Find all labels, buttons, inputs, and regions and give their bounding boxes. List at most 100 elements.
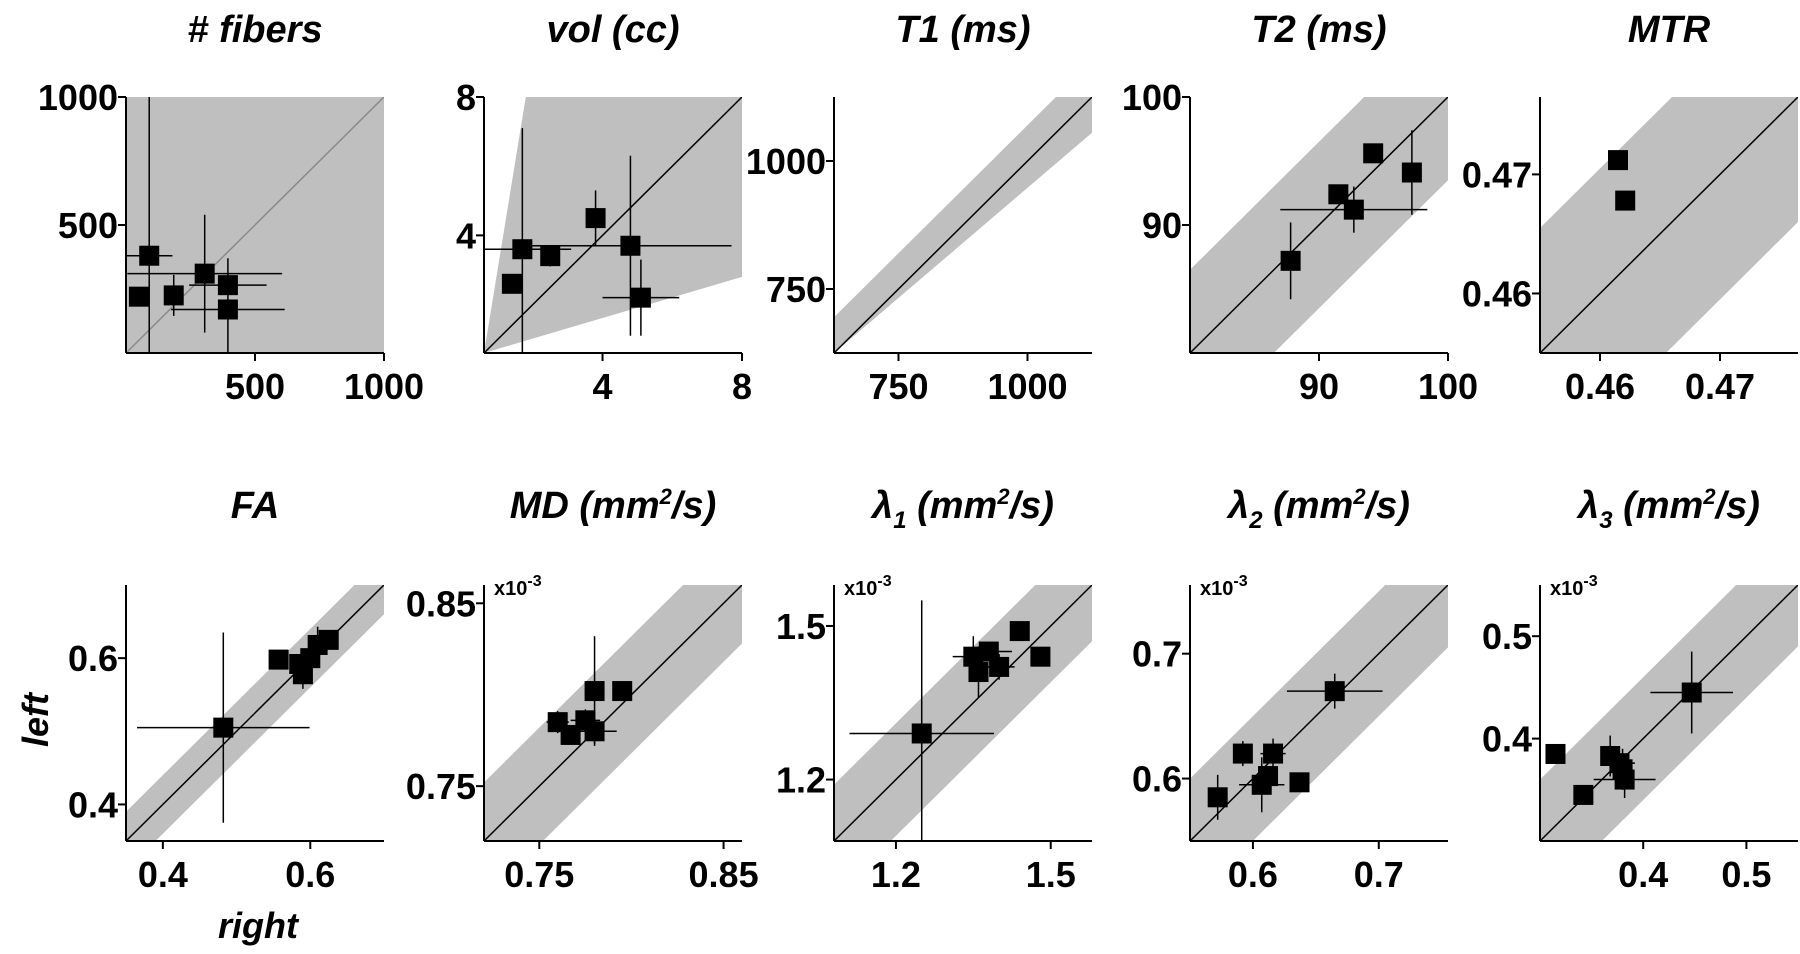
data-point (1401, 162, 1422, 183)
y-tick-label: 1000 (38, 77, 118, 118)
data-point (501, 273, 522, 294)
data-point (1263, 743, 1284, 764)
y-tick-label: 100 (1122, 77, 1182, 118)
data-point (1615, 190, 1636, 211)
data-point (1207, 787, 1228, 808)
title-part: # fibers (187, 9, 322, 51)
x-tick-label: 8 (732, 366, 752, 407)
chart-title: MTR (1628, 9, 1711, 51)
x-tick-label: 1.5 (1026, 854, 1076, 895)
title-part: 3 (1599, 507, 1613, 534)
data-point (585, 208, 606, 229)
x-tick-label: 0.7 (1354, 854, 1404, 895)
x-tick-label: 0.6 (285, 854, 335, 895)
data-point (612, 681, 633, 702)
chart-panel-3: 750 1000 750 1000 T1 (ms) (746, 9, 1092, 407)
x-tick-label: 500 (225, 366, 285, 407)
data-point (1030, 646, 1051, 667)
x-tick-label: 0.47 (1685, 366, 1755, 407)
title-part: T1 (ms) (895, 9, 1030, 51)
x-tick-label: 0.85 (689, 854, 759, 895)
chart-panel-10: 0.4 0.5 0.4 0.5 x10-3 λ3 (mm2/s) (1482, 484, 1798, 895)
plot-area (1540, 97, 1798, 353)
data-point (968, 662, 989, 683)
title-part: (mm (1263, 485, 1354, 527)
chart-title: MD (mm2/s) (510, 484, 717, 527)
data-point (1343, 199, 1364, 220)
data-point (540, 246, 561, 267)
chart-title: λ3 (mm2/s) (1576, 484, 1760, 534)
title-part: MTR (1628, 9, 1711, 51)
y-tick-label: 0.85 (406, 583, 476, 624)
y-tick-label: 0.4 (68, 784, 118, 825)
x-tick-label: 90 (1299, 366, 1339, 407)
x-tick-label: 1.2 (871, 854, 921, 895)
data-point (1232, 743, 1253, 764)
data-point (139, 245, 160, 266)
title-part: λ (1576, 485, 1599, 527)
data-point (318, 629, 339, 650)
chart-title: # fibers (187, 9, 322, 51)
plot-area (126, 585, 384, 841)
data-point (1545, 743, 1566, 764)
plot-area (126, 97, 384, 353)
y-tick-label: 4 (456, 215, 476, 256)
identity-line (484, 97, 742, 353)
x-tick-label: 750 (868, 366, 928, 407)
scale-exponent: -3 (1233, 573, 1247, 590)
x-tick-label: 0.5 (1721, 854, 1771, 895)
title-part: T2 (ms) (1251, 9, 1386, 51)
data-point (512, 239, 533, 260)
scale-note: x10-3 (1550, 573, 1598, 600)
plot-area (1540, 585, 1798, 841)
chart-panel-6: 0.4 0.6 0.4 0.6 FA (68, 485, 384, 895)
scale-note: x10-3 (1200, 573, 1248, 600)
chart-panel-7: 0.75 0.85 0.75 0.85 x10-3 MD (mm2/s) (406, 484, 759, 895)
data-point (1614, 769, 1635, 790)
data-point (1324, 681, 1345, 702)
chart-title: T2 (ms) (1251, 9, 1386, 51)
chart-title: FA (231, 485, 280, 527)
data-point (1573, 784, 1594, 805)
y-tick-label: 1.2 (776, 760, 826, 801)
chart-title: vol (cc) (546, 9, 679, 51)
x-tick-label: 0.75 (504, 854, 574, 895)
data-point (1363, 143, 1384, 164)
title-part: /s) (1714, 485, 1760, 527)
data-point (1328, 184, 1349, 205)
identity-line (1190, 97, 1448, 353)
plot-area (834, 585, 1092, 841)
title-part: 2 (996, 484, 1010, 509)
data-point (1289, 772, 1310, 793)
data-point (584, 681, 605, 702)
data-point (620, 235, 641, 256)
y-tick-label: 0.4 (1482, 719, 1532, 760)
title-part: vol (cc) (546, 9, 679, 51)
x-tick-label: 1000 (344, 366, 424, 407)
data-point (584, 721, 605, 742)
y-tick-label: 750 (766, 269, 826, 310)
data-point (128, 286, 149, 307)
identity-line (126, 97, 384, 353)
x-tick-label: 0.46 (1565, 366, 1635, 407)
title-part: 2 (1248, 507, 1263, 534)
data-point (268, 649, 289, 670)
chart-panel-2: 4 8 4 8 vol (cc) (456, 9, 752, 407)
y-tick-label: 1.5 (776, 606, 826, 647)
scale-prefix: x10 (1550, 578, 1583, 600)
plot-area (484, 97, 742, 353)
y-tick-label: 500 (58, 205, 118, 246)
chart-panel-5: 0.46 0.47 0.46 0.47 MTR (1462, 9, 1798, 407)
scale-exponent: -3 (1583, 573, 1597, 590)
data-point (217, 299, 238, 320)
y-tick-label: 1000 (746, 141, 826, 182)
confidence-band (834, 97, 1092, 353)
figure-xlabel: right (218, 905, 300, 946)
chart-title: λ1 (mm2/s) (870, 484, 1054, 534)
y-tick-label: 0.47 (1462, 154, 1532, 195)
y-tick-label: 0.5 (1482, 616, 1532, 657)
data-point (1608, 150, 1628, 171)
data-point (1009, 621, 1030, 642)
y-tick-label: 0.46 (1462, 273, 1532, 314)
